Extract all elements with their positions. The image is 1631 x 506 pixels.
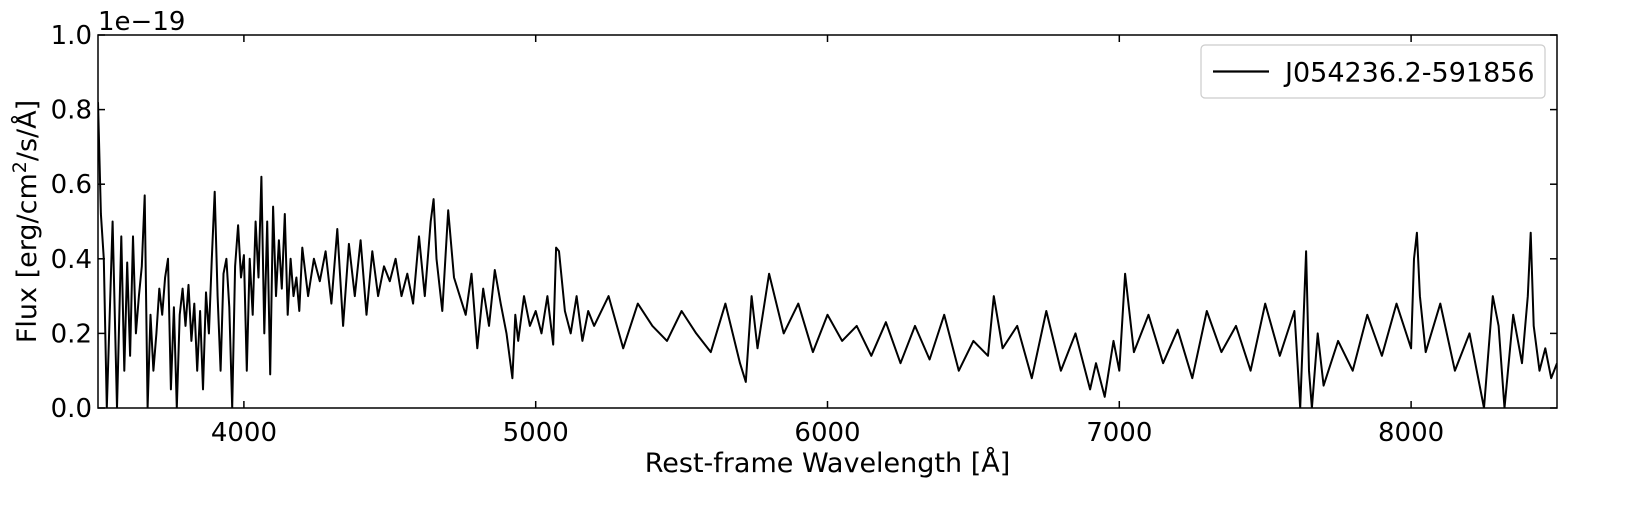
x-axis-label: Rest-frame Wavelength [Å] [645,447,1011,479]
y-axis-offset-text: 1e−19 [98,7,185,37]
y-tick-label-0.4: 0.4 [51,245,92,275]
y-tick-label-1: 1.0 [51,21,92,51]
plot-area [98,102,1557,408]
x-tick-label-7000: 7000 [1086,418,1152,448]
y-axis-label: Flux [erg/cm2/s/Å] [9,100,43,343]
legend: J054236.2-591856 [1201,45,1545,98]
y-tick-label-0: 0.0 [51,394,92,424]
series-line-0 [98,102,1557,408]
y-tick-label-0.8: 0.8 [51,96,92,126]
x-tick-label-6000: 6000 [794,418,860,448]
y-tick-label-0.2: 0.2 [51,319,92,349]
x-tick-label-4000: 4000 [211,418,277,448]
legend-label: J054236.2-591856 [1283,58,1535,89]
x-tick-label-8000: 8000 [1378,418,1444,448]
y-tick-label-0.6: 0.6 [51,170,92,200]
x-tick-label-5000: 5000 [503,418,569,448]
